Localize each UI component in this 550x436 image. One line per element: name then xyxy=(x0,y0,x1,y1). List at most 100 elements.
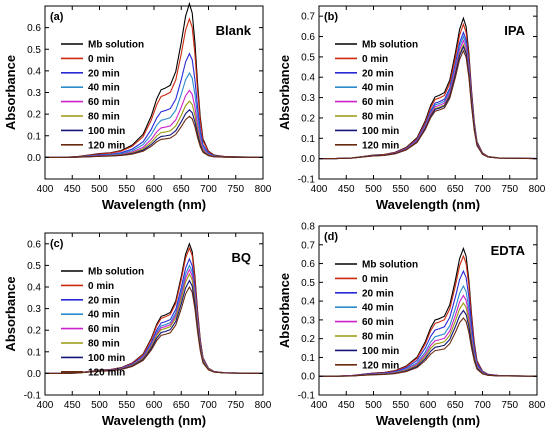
series-lines xyxy=(45,242,264,374)
legend-label: 120 min xyxy=(88,140,125,151)
x-tick-label: 400 xyxy=(311,184,328,195)
y-tick-label: 0.2 xyxy=(27,110,41,121)
x-tick-label: 500 xyxy=(365,184,382,195)
legend-label: 60 min xyxy=(362,317,394,328)
y-axis-label: Absorbance xyxy=(3,55,18,130)
y-tick-label: 0.3 xyxy=(27,304,41,315)
y-tick-label: 0.3 xyxy=(301,93,315,104)
legend-label: 0 min xyxy=(88,281,114,292)
series-line-3 xyxy=(319,30,538,160)
y-tick-label: 0.3 xyxy=(301,315,315,326)
series-lines xyxy=(45,1,264,158)
y-tick-label: 0.0 xyxy=(301,154,315,165)
series-line-7 xyxy=(319,45,538,160)
x-tick-label: 700 xyxy=(474,400,491,411)
x-tick-label: 750 xyxy=(501,184,518,195)
y-tick-label: 0.5 xyxy=(27,45,41,56)
panel-2: 400 450 500 550 600 650 700 750 800 -0.1 0.0 0.1 0.2… xyxy=(277,5,546,212)
legend-label: 100 min xyxy=(88,353,125,364)
series-lines xyxy=(319,246,538,377)
y-tick-label: 0.5 xyxy=(301,278,315,289)
x-tick-label: 600 xyxy=(146,400,163,411)
y-tick-label: 0.1 xyxy=(27,347,41,358)
legend-label: 120 min xyxy=(88,367,125,378)
legend-label: 40 min xyxy=(362,303,394,314)
legend-label: 20 min xyxy=(88,295,120,306)
y-tick-label: 0.0 xyxy=(301,372,315,383)
legend: Mb solution 0 min 20 min 40 min 60 min 80 min… xyxy=(335,260,418,371)
y-tick-label: 0.4 xyxy=(301,297,315,308)
x-axis-label: Wavelength (nm) xyxy=(376,197,480,212)
series-line-1 xyxy=(319,16,538,160)
x-tick-label: 700 xyxy=(474,184,491,195)
y-tick-label: 0.5 xyxy=(27,261,41,272)
series-lines xyxy=(319,16,538,160)
legend-label: Mb solution xyxy=(362,40,418,51)
series-line-8 xyxy=(319,317,538,377)
series-line-4 xyxy=(319,34,538,160)
y-tick-label: 0.2 xyxy=(301,334,315,345)
panel-title: BQ xyxy=(232,250,252,265)
legend-label: 80 min xyxy=(362,332,394,343)
series-line-7 xyxy=(45,109,264,158)
series-line-3 xyxy=(319,269,538,377)
y-axis-label: Absorbance xyxy=(277,273,292,348)
x-axis-label: Wavelength (nm) xyxy=(102,413,206,428)
legend: Mb solution 0 min 20 min 40 min 60 min 80 min… xyxy=(335,40,418,151)
series-line-2 xyxy=(319,254,538,377)
legend-label: 20 min xyxy=(88,68,120,79)
y-tick-label: 0.5 xyxy=(301,52,315,63)
x-tick-label: 650 xyxy=(173,184,190,195)
legend-label: Mb solution xyxy=(88,40,144,51)
x-tick-label: 400 xyxy=(37,400,54,411)
legend-label: 60 min xyxy=(88,97,120,108)
y-tick-label: -0.1 xyxy=(298,391,316,402)
legend: Mb solution 0 min 20 min 40 min 60 min 80 min… xyxy=(61,40,144,151)
x-tick-label: 800 xyxy=(529,400,546,411)
legend-label: 60 min xyxy=(88,324,120,335)
y-tick-label: 0.2 xyxy=(27,326,41,337)
legend-label: 80 min xyxy=(88,339,120,350)
x-tick-label: 750 xyxy=(227,400,244,411)
legend-label: 40 min xyxy=(88,83,120,94)
y-tick-label: 0.6 xyxy=(27,23,41,34)
y-tick-label: -0.1 xyxy=(298,175,316,186)
x-tick-label: 550 xyxy=(118,184,135,195)
series-line-3 xyxy=(45,257,264,374)
panel-letter: (a) xyxy=(50,11,64,23)
x-tick-label: 450 xyxy=(338,184,355,195)
x-tick-label: 600 xyxy=(146,184,163,195)
series-line-6 xyxy=(45,272,264,374)
panel-title: EDTA xyxy=(491,243,526,258)
series-line-2 xyxy=(45,246,264,374)
y-tick-label: 0.3 xyxy=(27,88,41,99)
y-tick-label: 0.6 xyxy=(301,32,315,43)
series-line-1 xyxy=(45,242,264,374)
series-line-4 xyxy=(319,284,538,377)
y-tick-label: 0.8 xyxy=(301,222,315,233)
y-axis-label: Absorbance xyxy=(277,55,292,130)
y-tick-label: 0.1 xyxy=(301,353,315,364)
legend-label: 0 min xyxy=(362,274,388,285)
series-line-7 xyxy=(45,279,264,374)
x-axis-label: Wavelength (nm) xyxy=(376,413,480,428)
y-tick-label: 0.6 xyxy=(301,259,315,270)
x-tick-label: 550 xyxy=(118,400,135,411)
x-tick-label: 400 xyxy=(37,184,54,195)
x-tick-label: 600 xyxy=(420,184,437,195)
x-axis-label: Wavelength (nm) xyxy=(102,197,206,212)
legend-label: 120 min xyxy=(362,360,399,371)
series-line-8 xyxy=(319,49,538,160)
x-tick-label: 450 xyxy=(64,400,81,411)
y-tick-label: 0.4 xyxy=(27,283,41,294)
x-tick-label: 450 xyxy=(64,184,81,195)
legend-label: 80 min xyxy=(362,112,394,123)
panel-3: 400 450 500 550 600 650 700 750 800 -0.1 0.0 0.1 0.2… xyxy=(3,232,272,428)
legend-label: 0 min xyxy=(362,54,388,65)
panel-title: Blank xyxy=(216,23,252,38)
y-tick-label: 0.2 xyxy=(301,113,315,124)
legend-label: 0 min xyxy=(88,54,114,65)
legend-label: Mb solution xyxy=(362,260,418,271)
x-tick-label: 800 xyxy=(255,400,272,411)
